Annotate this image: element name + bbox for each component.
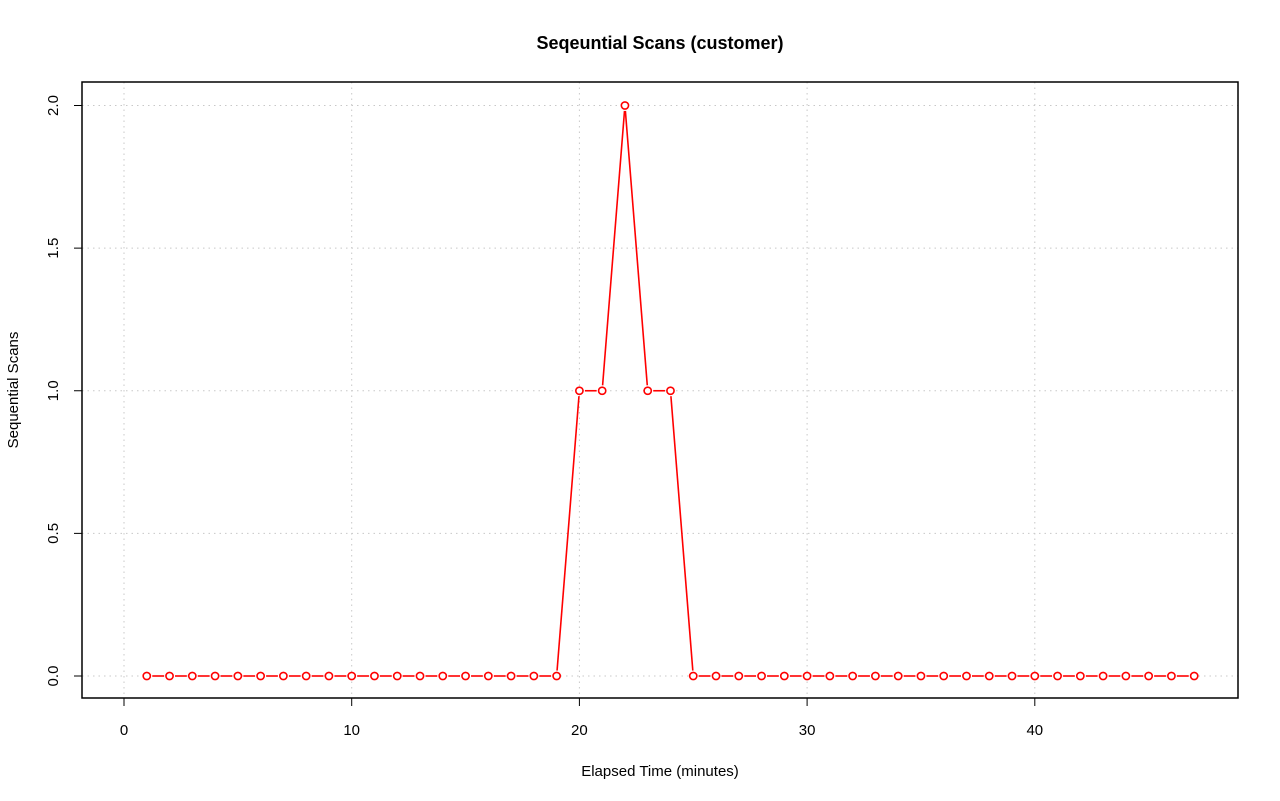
data-point	[392, 671, 402, 681]
y-tick-label: 0.5	[45, 523, 62, 544]
data-point	[757, 671, 766, 681]
data-point	[1144, 671, 1154, 681]
data-point	[483, 671, 493, 681]
data-point	[871, 671, 880, 681]
y-axis-label: Sequential Scans	[5, 332, 22, 449]
chart-title: Seqeuntial Scans (customer)	[536, 33, 783, 53]
data-point	[779, 671, 789, 681]
data-point	[643, 386, 653, 396]
data-point	[1007, 671, 1017, 681]
data-point	[666, 386, 675, 396]
data-point	[1167, 671, 1176, 681]
data-point	[347, 671, 357, 681]
data-point	[825, 671, 835, 681]
data-point	[301, 671, 311, 681]
x-tick-label: 40	[1026, 722, 1043, 739]
x-axis: 0 10 20 30 40	[120, 697, 1043, 739]
y-tick-label: 1.5	[45, 238, 62, 259]
x-tick-label: 20	[571, 722, 588, 739]
data-point	[370, 671, 379, 681]
data-point	[962, 671, 971, 681]
data-point	[1030, 671, 1040, 681]
y-tick-label: 0.0	[45, 666, 62, 687]
data-point	[734, 671, 744, 681]
data-point	[210, 671, 220, 681]
series-segment	[624, 110, 649, 386]
data-point	[848, 671, 858, 681]
y-tick-label: 1.0	[45, 380, 62, 401]
data-point	[1189, 671, 1199, 681]
series-segment	[601, 110, 626, 386]
data-point	[711, 671, 721, 681]
series-layer	[142, 101, 1199, 681]
data-point	[984, 671, 994, 681]
data-point	[461, 671, 470, 681]
x-tick-label: 0	[120, 722, 128, 739]
data-point	[529, 671, 539, 681]
data-point	[1121, 671, 1131, 681]
data-point	[506, 671, 516, 681]
data-point	[1075, 671, 1085, 681]
data-point	[1098, 671, 1108, 681]
data-point	[552, 671, 562, 681]
data-point	[278, 671, 288, 681]
y-tick-label: 2.0	[45, 95, 62, 116]
data-point	[142, 671, 152, 681]
data-point	[324, 671, 334, 681]
x-axis-label: Elapsed Time (minutes)	[581, 763, 739, 780]
data-point	[233, 671, 243, 681]
data-point	[597, 386, 607, 396]
data-point	[1053, 671, 1062, 681]
data-point	[620, 101, 630, 110]
data-point	[802, 671, 812, 681]
data-point	[438, 671, 448, 681]
data-point	[256, 671, 266, 681]
data-point	[688, 671, 698, 681]
data-point	[939, 671, 949, 681]
y-axis: 0.0 0.5 1.0 1.5 2.0	[45, 95, 83, 687]
data-point	[916, 671, 926, 681]
data-point	[575, 386, 584, 396]
x-tick-label: 10	[343, 722, 360, 739]
series-segment	[556, 396, 580, 671]
data-point	[415, 671, 425, 681]
x-tick-label: 30	[799, 722, 816, 739]
data-point	[893, 671, 903, 681]
data-point	[165, 671, 174, 681]
data-point	[187, 671, 197, 681]
series-segment	[670, 396, 694, 671]
